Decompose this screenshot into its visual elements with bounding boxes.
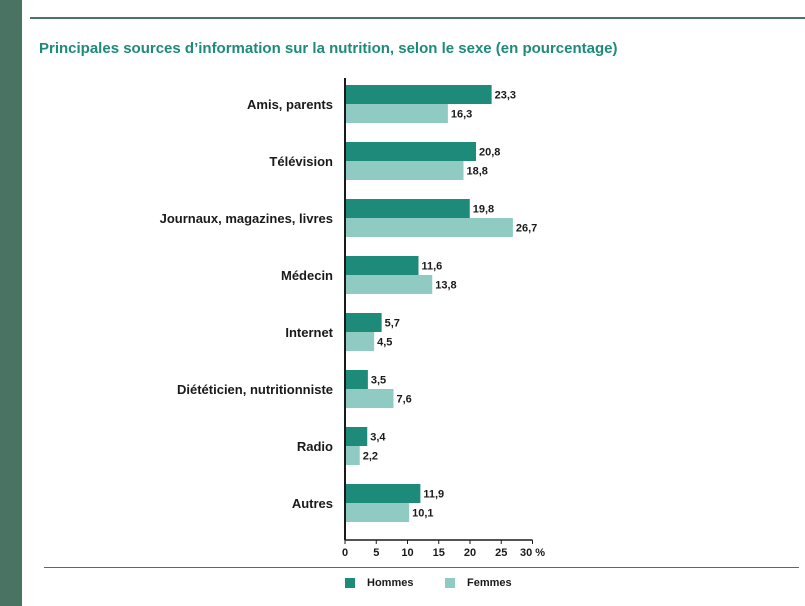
value-label-hommes-internet: 5,7 xyxy=(385,318,400,330)
category-label-medecin: Médecin xyxy=(281,268,333,283)
category-label-amis-parents: Amis, parents xyxy=(247,97,333,112)
bar-femmes-radio xyxy=(346,446,360,465)
bar-femmes-amis-parents xyxy=(346,104,448,123)
legend-label-femmes: Femmes xyxy=(467,577,512,589)
top-rule xyxy=(30,17,805,19)
bar-hommes-television xyxy=(346,142,476,161)
chart-title: Principales sources d’information sur la… xyxy=(39,40,618,57)
bar-hommes-amis-parents xyxy=(346,85,492,104)
legend-item-hommes: Hommes xyxy=(345,577,413,589)
value-label-femmes-radio: 2,2 xyxy=(363,451,378,463)
bottom-rule xyxy=(44,567,799,568)
value-label-femmes-autres: 10,1 xyxy=(412,508,433,520)
category-label-television: Télévision xyxy=(269,154,333,169)
value-label-hommes-amis-parents: 23,3 xyxy=(495,90,516,102)
bar-hommes-radio xyxy=(346,427,368,446)
legend-label-hommes: Hommes xyxy=(367,577,414,589)
bar-hommes-dieteticien-nutritionniste xyxy=(346,370,368,389)
value-label-hommes-journaux-magazines-livres: 19,8 xyxy=(473,204,494,216)
value-label-hommes-television: 20,8 xyxy=(479,147,500,159)
value-label-femmes-dieteticien-nutritionniste: 7,6 xyxy=(397,394,412,406)
bar-femmes-television xyxy=(346,161,464,180)
x-tick-label: 25 xyxy=(495,547,507,559)
value-label-femmes-amis-parents: 16,3 xyxy=(451,109,472,121)
legend-item-femmes: Femmes xyxy=(445,577,512,589)
x-tick-label: 15 xyxy=(433,547,445,559)
legend-swatch-hommes xyxy=(345,578,355,588)
category-label-dieteticien-nutritionniste: Diététicien, nutritionniste xyxy=(177,382,333,397)
x-tick-label: 5 xyxy=(373,547,379,559)
category-label-internet: Internet xyxy=(285,325,333,340)
value-label-femmes-medecin: 13,8 xyxy=(435,280,456,292)
bar-femmes-internet xyxy=(346,332,375,351)
value-label-hommes-radio: 3,4 xyxy=(370,432,386,444)
bar-chart: 0 5 10 15 20 25 30 % Amis, parents 23,3 16,3 Télév… xyxy=(160,78,545,559)
bar-femmes-autres xyxy=(346,503,410,522)
category-label-radio: Radio xyxy=(297,439,333,454)
bar-hommes-internet xyxy=(346,313,382,332)
category-label-journaux-magazines-livres: Journaux, magazines, livres xyxy=(160,211,333,226)
x-tick-label: 20 xyxy=(464,547,476,559)
value-label-hommes-medecin: 11,6 xyxy=(422,261,443,273)
bar-femmes-journaux-magazines-livres xyxy=(346,218,513,237)
x-tick-label: 0 xyxy=(342,547,348,559)
bar-femmes-medecin xyxy=(346,275,433,294)
value-label-hommes-autres: 11,9 xyxy=(423,489,444,501)
value-label-femmes-television: 18,8 xyxy=(467,166,488,178)
bar-hommes-journaux-magazines-livres xyxy=(346,199,470,218)
bar-femmes-dieteticien-nutritionniste xyxy=(346,389,394,408)
bar-hommes-medecin xyxy=(346,256,419,275)
category-label-autres: Autres xyxy=(292,496,333,511)
value-label-femmes-journaux-magazines-livres: 26,7 xyxy=(516,223,537,235)
legend-swatch-femmes xyxy=(445,578,455,588)
value-label-femmes-internet: 4,5 xyxy=(377,337,392,349)
legend: Hommes Femmes xyxy=(0,577,805,597)
left-decorative-band xyxy=(0,0,22,606)
value-label-hommes-dieteticien-nutritionniste: 3,5 xyxy=(371,375,386,387)
bar-hommes-autres xyxy=(346,484,421,503)
x-tick-label: 10 xyxy=(401,547,413,559)
x-tick-label: 30 % xyxy=(520,547,545,559)
